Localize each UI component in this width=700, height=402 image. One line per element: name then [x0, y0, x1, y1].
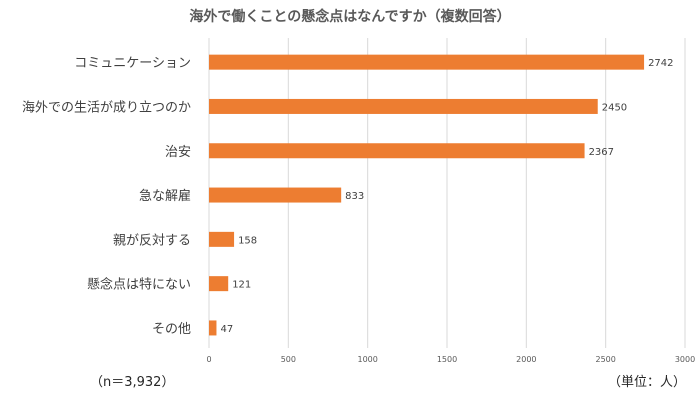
x-tick-label: 2500 — [595, 355, 615, 364]
data-label: 833 — [345, 191, 364, 202]
x-tick-label: 3000 — [675, 355, 695, 364]
bar — [209, 187, 342, 203]
bars — [209, 54, 645, 336]
bar — [209, 54, 645, 70]
bar — [209, 98, 598, 114]
data-label: 2367 — [589, 147, 614, 158]
bar — [209, 276, 229, 292]
sample-size-note: （n＝3,932） — [90, 375, 175, 390]
category-label: 急な解雇 — [139, 188, 191, 204]
data-label: 47 — [220, 324, 233, 335]
x-tick-label: 500 — [281, 355, 296, 364]
data-label: 121 — [232, 280, 251, 291]
data-label: 2742 — [648, 58, 673, 69]
x-tick-label: 1500 — [437, 355, 457, 364]
x-axis: 0 500 1000 1500 2000 2500 3000 — [206, 355, 695, 364]
category-label: 懸念点は特にない — [87, 277, 191, 293]
value-labels: 2742 2450 2367 833 158 121 47 — [220, 58, 673, 335]
category-label: その他 — [152, 322, 191, 337]
bar — [209, 231, 235, 247]
data-label: 158 — [238, 235, 257, 246]
category-label: 海外での生活が成り立つのか — [22, 100, 191, 115]
x-tick-label: 1000 — [357, 355, 377, 364]
x-tick-label: 2000 — [516, 355, 536, 364]
bar — [209, 320, 217, 336]
chart-title: 海外で働くことの懸念点はなんですか（複数回答） — [189, 8, 510, 25]
category-label: コミュニケーション — [74, 56, 191, 71]
data-label: 2450 — [602, 102, 627, 113]
gridlines — [208, 38, 686, 348]
category-label: 治安 — [165, 145, 191, 160]
category-label: 親が反対する — [113, 233, 191, 248]
x-tick-label: 0 — [206, 355, 211, 364]
category-labels: コミュニケーション海外での生活が成り立つのか治安急な解雇親が反対する懸念点は特に… — [22, 56, 191, 337]
bar — [209, 143, 585, 159]
unit-note: （単位：人） — [607, 375, 686, 390]
